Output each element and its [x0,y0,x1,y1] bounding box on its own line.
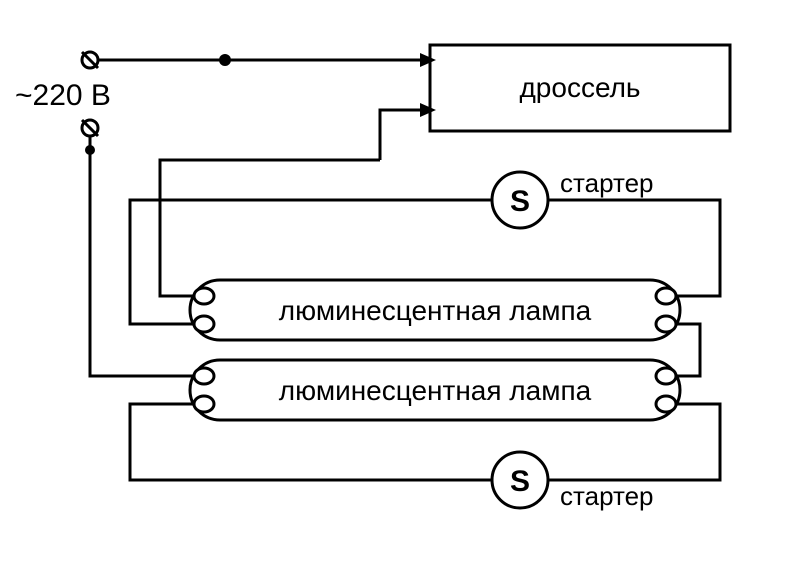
ballast-label: дроссель [519,72,640,103]
wire-ballast-lower [380,110,420,160]
node-top-feed [219,54,231,66]
wire-loop-left-inner [160,160,380,296]
starter-bottom-letter: S [510,465,530,498]
wire-series-link-right [676,324,700,376]
lamp-bottom-label: люминесцентная лампа [279,375,592,406]
starter-bottom-label: стартер [560,481,654,511]
lamp-top-label: люминесцентная лампа [279,295,592,326]
wire-neutral-return [90,136,194,376]
node-neutral [85,145,95,155]
lamp-top: люминесцентная лампа [190,280,680,340]
starter-top-letter: S [510,185,530,218]
lamp-bottom: люминесцентная лампа [190,360,680,420]
voltage-label: ~220 В [15,79,111,112]
starter-top-label: стартер [560,168,654,198]
